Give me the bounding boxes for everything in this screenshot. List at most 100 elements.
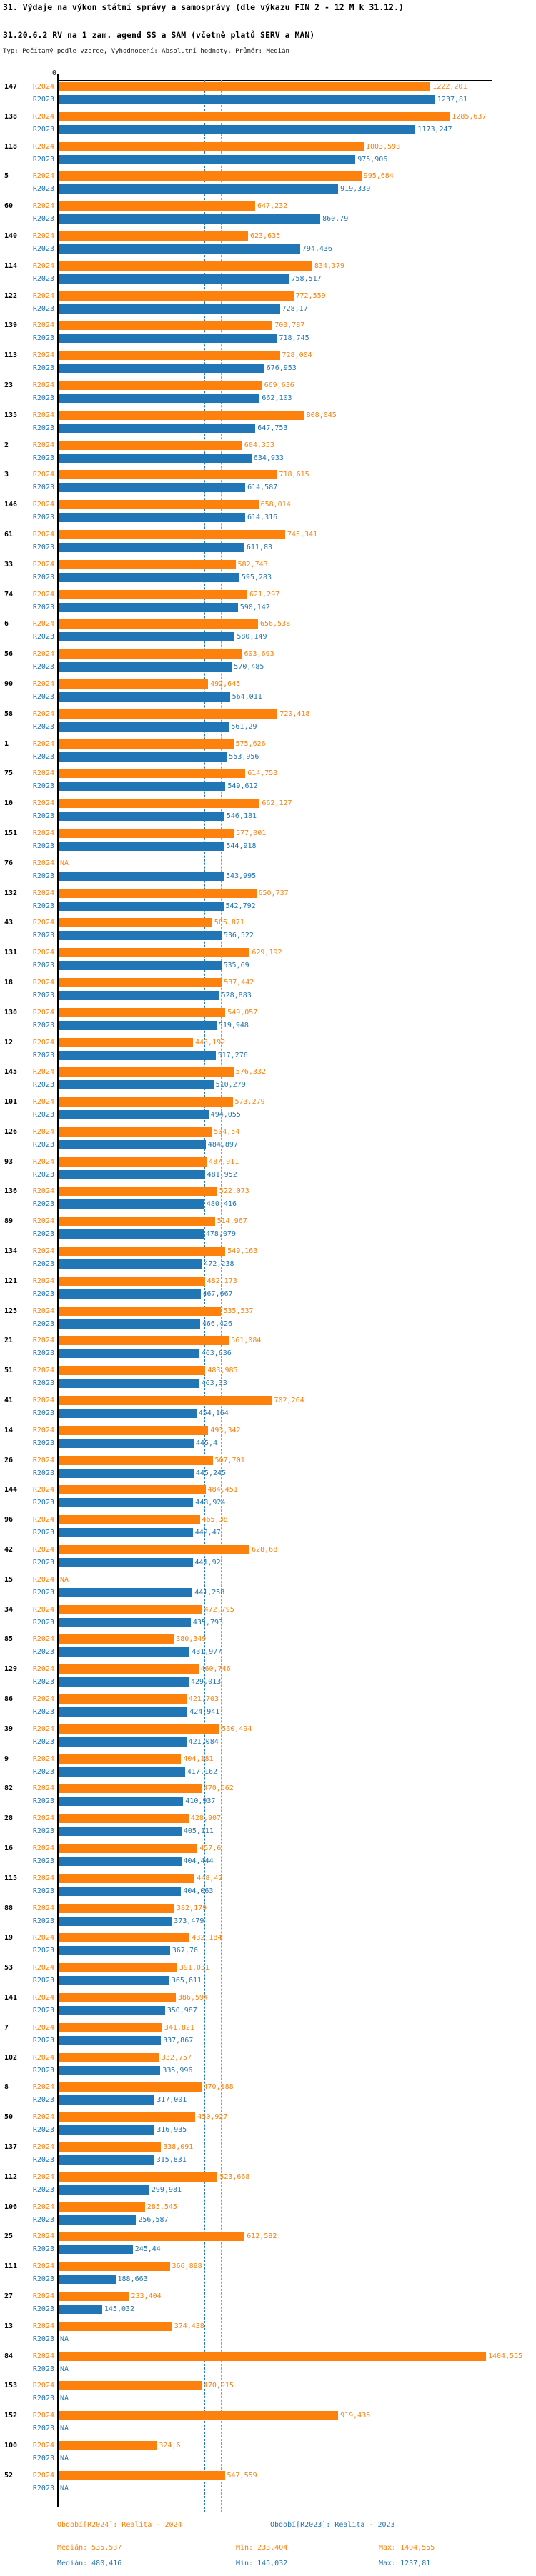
chart-row-r2024: 56 R2024 603,693	[0, 649, 536, 659]
bar-cell: 522,073	[58, 1187, 536, 1197]
series-label: R2024	[32, 2352, 54, 2360]
bar-value-label: 522,073	[219, 1187, 249, 1196]
row-id-label: 50	[4, 2113, 14, 2122]
bar-r2024	[58, 141, 364, 151]
chart-row-r2023: R2023 316,935	[0, 2125, 536, 2135]
bar-value-label: 510,279	[215, 1081, 246, 1089]
bar-cell: 543,995	[58, 871, 536, 881]
chart-row-r2024: 151 R2024 577,001	[0, 828, 536, 838]
chart-group: 27 R2024 233,404 R2023 145,032	[0, 2291, 536, 2322]
chart-row-r2024: 112 R2024 523,668	[0, 2172, 536, 2182]
series-label: R2023	[32, 1887, 54, 1895]
chart-row-r2024: 88 R2024 382,179	[0, 1903, 536, 1913]
chart-group: 8 R2024 470,188 R2023 317,001	[0, 2082, 536, 2112]
row-id-label: 23	[4, 381, 14, 389]
bar-value-label: 245,44	[134, 2245, 161, 2254]
chart-row-r2024: 96 R2024 465,38	[0, 1515, 536, 1525]
chart-row-r2024: 33 R2024 582,743	[0, 559, 536, 569]
chart-group: 39 R2024 530,494 R2023 421,084	[0, 1724, 536, 1754]
bar-value-label: 669,636	[264, 381, 294, 389]
bar-value-label: 432,184	[192, 1934, 222, 1942]
bar-value-label: 404,063	[183, 1887, 214, 1895]
bar-value-label: 629,192	[252, 949, 282, 957]
bar-cell: 443,924	[58, 1498, 536, 1508]
bar-cell: 517,276	[58, 1050, 536, 1060]
bar-r2024	[58, 1067, 234, 1077]
bar-value-label: 1404,555	[488, 2352, 523, 2360]
series-label: R2024	[32, 261, 54, 270]
chart-row-r2023: R2023 NA	[0, 2454, 536, 2463]
bar-r2023	[58, 901, 224, 911]
bar-value-label: 482,173	[207, 1277, 237, 1285]
chart-group: 60 R2024 647,232 R2023 860,79	[0, 201, 536, 231]
series-label: R2023	[32, 1947, 54, 1955]
chart-group: 121 R2024 482,173 R2023 467,667	[0, 1276, 536, 1307]
bar-r2023	[58, 542, 244, 552]
series-label: R2024	[32, 2471, 54, 2480]
bar-cell: 995,684	[58, 171, 536, 181]
row-id-label	[0, 1349, 21, 1358]
series-label: R2023	[32, 1588, 54, 1597]
bar-r2024	[58, 649, 242, 659]
bar-value-label: 919,435	[340, 2412, 371, 2420]
row-id-label	[0, 1469, 21, 1478]
series-label: R2023	[32, 2215, 54, 2224]
bar-r2023	[58, 1647, 190, 1657]
bar-value-label: 445,245	[195, 1469, 227, 1477]
series-label: R2023	[32, 424, 54, 432]
bar-cell: 233,404	[58, 2291, 536, 2301]
bar-r2024	[58, 888, 257, 898]
chart-group: 15 R2024 NA R2023 441,258	[0, 1575, 536, 1605]
chart-row-r2024: 114 R2024 834,379	[0, 261, 536, 271]
stat-max-r2024: Max: 1404,555	[379, 2544, 435, 2552]
bar-r2023	[58, 1319, 200, 1329]
bar-r2023	[58, 95, 435, 104]
chart-row-r2023: R2023 NA	[0, 2365, 536, 2374]
row-id-label: 152	[4, 2412, 18, 2420]
series-label: R2024	[32, 560, 54, 569]
series-label: R2024	[32, 142, 54, 151]
bar-cell: 510,279	[58, 1080, 536, 1090]
chart-row-r2024: 7 R2024 341,821	[0, 2022, 536, 2032]
chart-row-r2023: R2023 405,111	[0, 1827, 536, 1837]
bar-value-label: 1222,201	[432, 83, 467, 91]
bar-cell: 478,079	[58, 1229, 536, 1239]
bar-r2023	[58, 931, 222, 941]
row-id-label	[0, 1887, 21, 1896]
chart-group: 141 R2024 386,594 R2023 350,987	[0, 1993, 536, 2023]
chart-row-r2024: 42 R2024 628,68	[0, 1545, 536, 1555]
bar-value-label: 366,898	[172, 2262, 202, 2271]
bar-r2024	[58, 1933, 190, 1943]
series-label: R2023	[32, 215, 54, 224]
series-label: R2024	[32, 679, 54, 688]
row-id-label	[0, 2066, 21, 2075]
bar-cell: 188,663	[58, 2275, 536, 2285]
chart-row-r2023: R2023 595,283	[0, 572, 536, 582]
series-label: R2024	[32, 1695, 54, 1704]
row-id-label: 125	[4, 1307, 18, 1315]
bar-cell: 424,941	[58, 1707, 536, 1717]
bar-cell: 457,6	[58, 1844, 536, 1854]
bar-cell: 575,626	[58, 739, 536, 749]
bar-r2024	[58, 2321, 172, 2331]
bar-value-label: 658,014	[260, 501, 291, 509]
series-label: R2023	[32, 573, 54, 581]
chart-row-r2023: R2023 528,883	[0, 990, 536, 1000]
bar-value-label: 417,162	[187, 1767, 218, 1776]
bar-cell: 483,985	[58, 1366, 536, 1376]
bar-cell: NA	[58, 2394, 536, 2403]
row-id-label	[0, 1021, 21, 1030]
series-label: R2024	[32, 1307, 54, 1315]
bar-r2023	[58, 1379, 199, 1389]
chart-row-r2023: R2023 519,948	[0, 1020, 536, 1030]
chart-row-r2023: R2023 350,987	[0, 2006, 536, 2015]
chart-group: 101 R2024 573,279 R2023 494,055	[0, 1097, 536, 1127]
bar-r2024	[58, 589, 247, 599]
bar-cell: 634,933	[58, 453, 536, 463]
series-label: R2024	[32, 2412, 54, 2420]
series-label: R2023	[32, 1648, 54, 1657]
bar-cell: 808,045	[58, 410, 536, 420]
row-id-label	[0, 1767, 21, 1777]
series-label: R2024	[32, 2292, 54, 2300]
